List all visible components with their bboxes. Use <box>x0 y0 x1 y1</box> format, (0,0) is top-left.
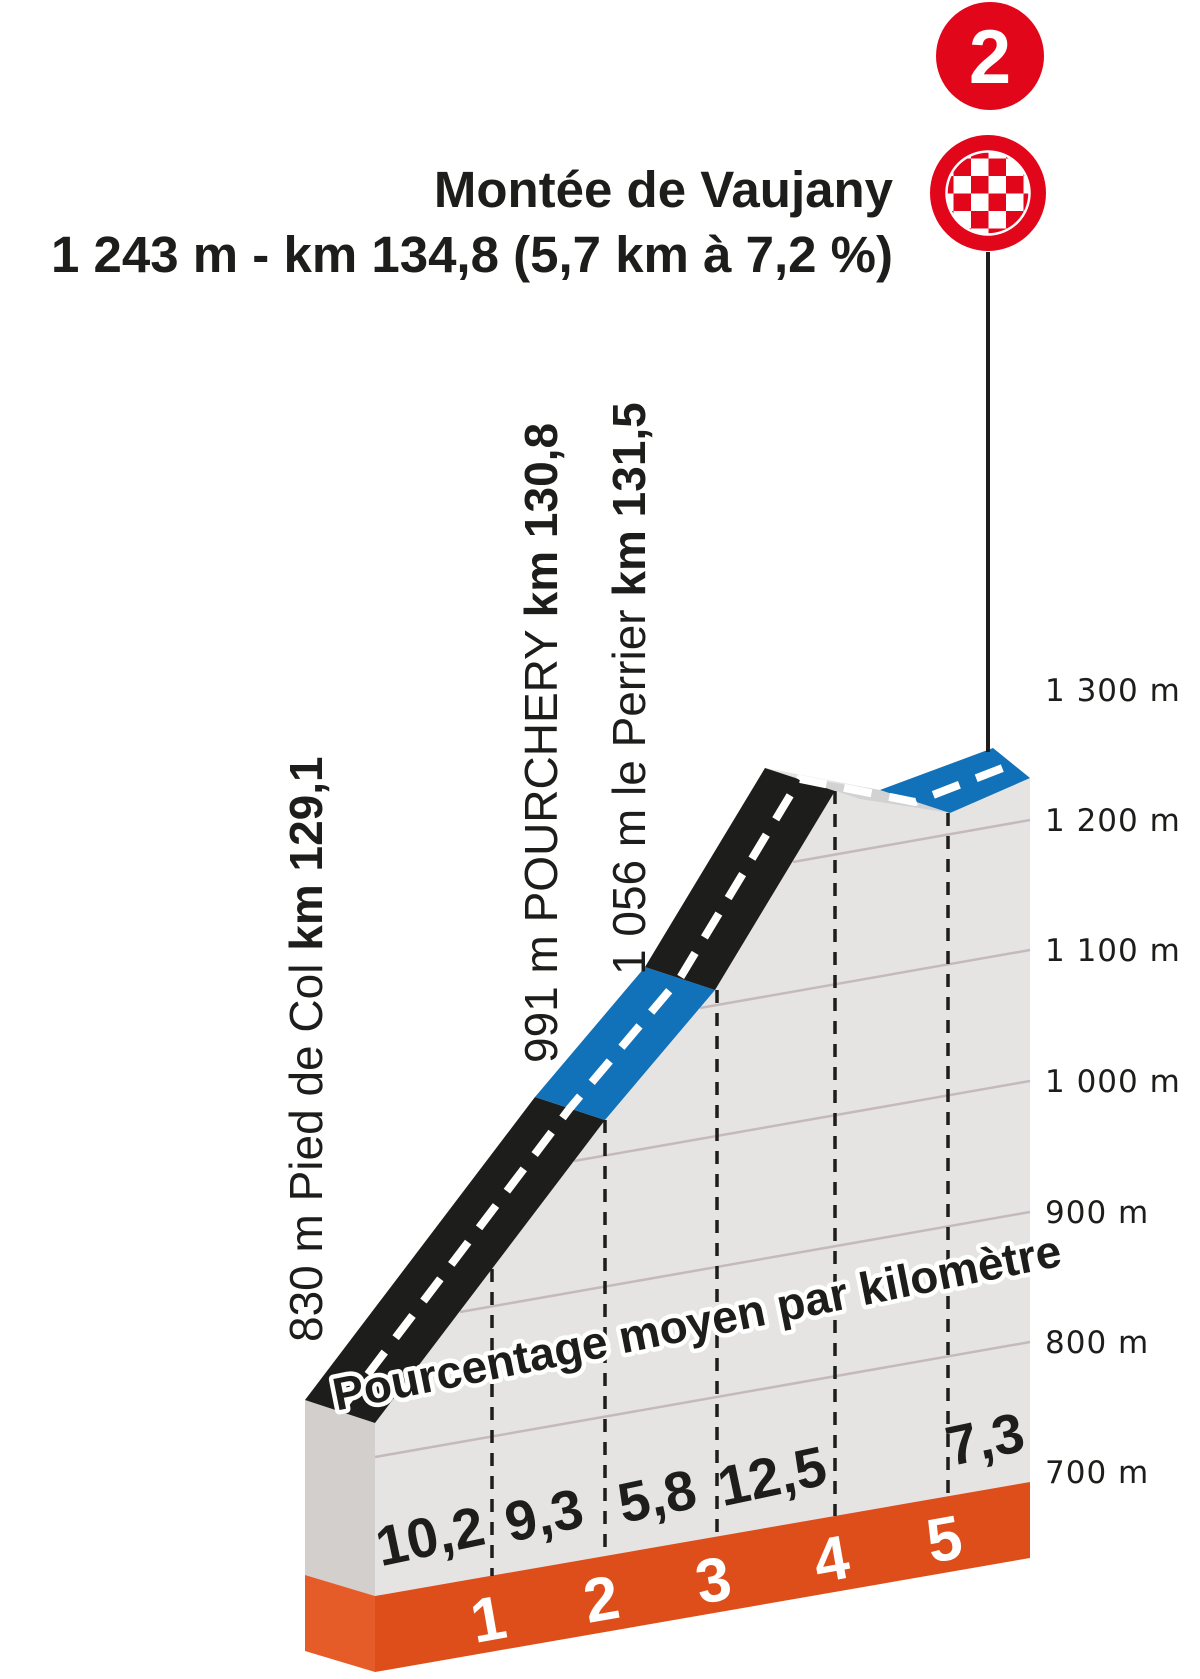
axis-label-1000: 1 000 m <box>1045 1064 1181 1100</box>
elevation-axis: 1 300 m 1 200 m 1 100 m 1 000 m 900 m 80… <box>1045 673 1181 1491</box>
axis-label-800: 800 m <box>1045 1325 1149 1361</box>
gridline-1100m <box>699 948 1031 1010</box>
axis-label-1300: 1 300 m <box>1045 673 1181 709</box>
mountain-front-face <box>375 748 1030 1596</box>
road <box>305 748 1030 1423</box>
category-2-roundel <box>936 2 1044 110</box>
road-blue-summit <box>880 748 1030 813</box>
climb-title: Montée de Vaujany <box>434 161 894 218</box>
gridline-800m <box>374 1340 1031 1459</box>
mountain-side-face <box>305 1400 375 1596</box>
distance-band-side <box>305 1575 375 1672</box>
axis-label-1100: 1 100 m <box>1045 933 1181 969</box>
waypoint-le-perrier: 1 056 m le Perrier km 131,5 <box>603 402 655 975</box>
elevation-gridlines <box>374 818 1031 1459</box>
gridline-1200m <box>792 818 1031 864</box>
gridline-900m <box>459 1210 1031 1314</box>
finish-checker-border <box>945 150 1031 236</box>
finish-outer-ring <box>930 135 1046 251</box>
waypoint-labels: 830 m Pied de Col km 129,1 991 m POURCHE… <box>280 402 655 1342</box>
axis-label-1200: 1 200 m <box>1045 803 1181 839</box>
waypoint-pourchery: 991 m POURCHERY km 130,8 <box>515 423 567 1063</box>
waypoint-pied-de-col: 830 m Pied de Col km 129,1 <box>280 756 332 1342</box>
axis-label-700: 700 m <box>1045 1455 1149 1491</box>
gradient-values: 10,2 9,3 5,8 12,5 7,3 <box>370 1400 1029 1578</box>
axis-label-900: 900 m <box>1045 1195 1149 1231</box>
km-separator-lines <box>490 791 950 1576</box>
gridline-1000m <box>573 1079 1031 1163</box>
summit-marker: 2 <box>930 2 1046 752</box>
road-center-dashes <box>336 758 1020 1414</box>
title-block: Montée de Vaujany 1 243 m - km 134,8 (5,… <box>51 161 894 283</box>
category-badge-number: 2 <box>969 15 1011 100</box>
distance-band-front <box>375 1482 1030 1672</box>
checkered-flag-roundel <box>930 135 1046 251</box>
finish-checker-fill <box>947 152 1029 234</box>
climb-subtitle: 1 243 m - km 134,8 (5,7 km à 7,2 %) <box>51 226 893 283</box>
